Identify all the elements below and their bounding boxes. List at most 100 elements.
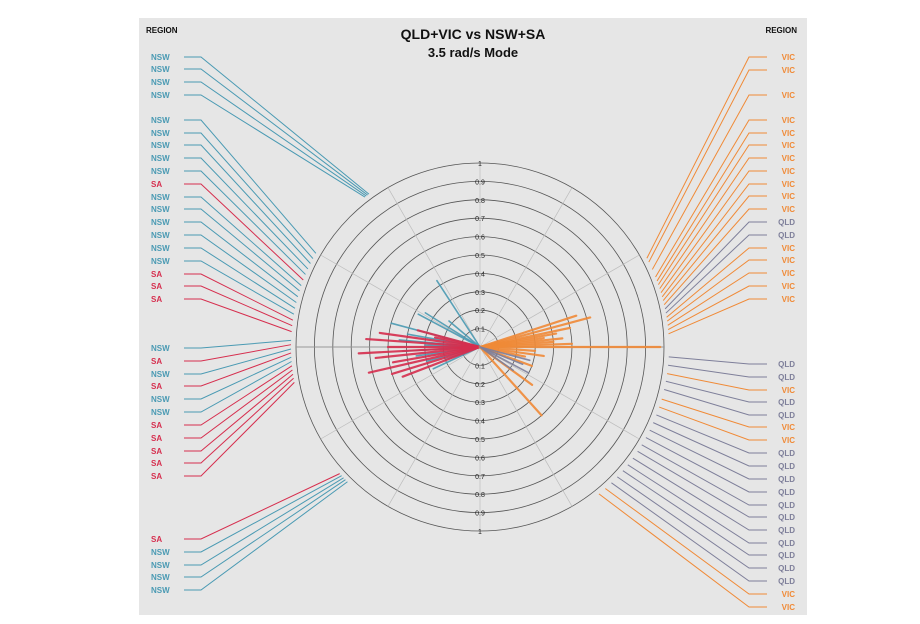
spoke-nsw <box>448 320 481 348</box>
leader-line-right <box>667 285 767 331</box>
right-region-header: REGION <box>765 26 797 35</box>
leader-line-right <box>665 234 767 314</box>
right-label-vic: VIC <box>782 436 796 445</box>
right-label-vic: VIC <box>782 423 796 432</box>
left-label-sa: SA <box>151 282 162 291</box>
leader-line-left <box>184 183 304 281</box>
left-label-nsw: NSW <box>151 167 170 176</box>
left-label-nsw: NSW <box>151 141 170 150</box>
grid-spoke <box>320 346 481 440</box>
ring-label-lower: 0.1 <box>475 363 485 370</box>
right-label-vic: VIC <box>782 603 796 612</box>
leader-line-left <box>184 361 292 413</box>
ring-label-lower: 0.8 <box>475 492 485 499</box>
leader-line-right <box>617 476 767 569</box>
left-label-nsw: NSW <box>151 244 170 253</box>
leader-line-left <box>184 481 348 591</box>
right-label-qld: QLD <box>778 501 795 510</box>
leader-line-left <box>184 473 340 540</box>
right-label-qld: QLD <box>778 475 795 484</box>
left-label-nsw: NSW <box>151 548 170 557</box>
leader-line-left <box>184 475 342 553</box>
left-label-sa: SA <box>151 472 162 481</box>
left-label-sa: SA <box>151 535 162 544</box>
leader-line-left <box>184 260 295 315</box>
ring-label-lower: 0.5 <box>475 437 485 444</box>
right-label-qld: QLD <box>778 218 795 227</box>
ring-label-lower: 0.7 <box>475 474 485 481</box>
ring-label-upper: 0.1 <box>475 327 485 334</box>
left-region-header: REGION <box>146 26 178 35</box>
leader-line-left <box>184 298 292 333</box>
left-label-sa: SA <box>151 421 162 430</box>
leader-line-right <box>667 272 767 326</box>
leader-line-left <box>184 479 346 578</box>
right-label-vic: VIC <box>782 154 796 163</box>
leader-line-right <box>664 221 767 310</box>
grid-spoke <box>387 187 481 348</box>
right-label-vic: VIC <box>782 53 796 62</box>
grid-spoke <box>479 346 640 440</box>
right-label-vic: VIC <box>782 192 796 201</box>
right-label-vic: VIC <box>782 180 796 189</box>
leader-line-right <box>598 493 767 608</box>
leader-line-right <box>665 380 767 403</box>
leader-line-left <box>184 352 292 387</box>
right-label-vic: VIC <box>782 129 796 138</box>
chart-subtitle: 3.5 rad/s Mode <box>427 45 519 60</box>
ring-label-upper: 0.9 <box>475 179 485 186</box>
leader-line-right <box>646 56 767 259</box>
leader-line-right <box>648 69 767 263</box>
leader-line-right <box>659 157 767 289</box>
ring-label-lower: 0.9 <box>475 511 485 518</box>
leader-line-right <box>656 414 767 454</box>
leader-line-left <box>184 68 368 196</box>
leader-line-right <box>637 450 767 518</box>
right-label-vic: VIC <box>782 590 796 599</box>
leader-line-right <box>663 208 767 306</box>
right-labels: VIC VIC VIC VIC VIC VIC VIC VIC VIC VIC VIC QLD QLD V… <box>778 53 795 612</box>
leader-line-left <box>184 285 293 327</box>
left-label-sa: SA <box>151 434 162 443</box>
right-label-vic: VIC <box>782 295 796 304</box>
leader-line-left <box>184 365 293 426</box>
leader-line-right <box>666 247 767 318</box>
leader-line-right <box>659 406 767 441</box>
left-label-sa: SA <box>151 382 162 391</box>
leader-line-right <box>632 457 767 531</box>
left-label-nsw: NSW <box>151 65 170 74</box>
leader-line-right <box>661 398 767 428</box>
leader-line-right <box>645 437 767 493</box>
left-label-sa: SA <box>151 270 162 279</box>
ring-label-upper: 1 <box>478 161 482 168</box>
leader-line-left <box>184 356 292 400</box>
left-label-sa: SA <box>151 180 162 189</box>
leader-line-right <box>627 464 767 544</box>
right-label-qld: QLD <box>778 488 795 497</box>
spoke-sa <box>374 345 482 360</box>
left-label-nsw: NSW <box>151 218 170 227</box>
leader-line-left <box>184 170 306 275</box>
right-label-qld: QLD <box>778 231 795 240</box>
leader-line-right <box>653 422 767 467</box>
left-label-sa: SA <box>151 447 162 456</box>
right-label-vic: VIC <box>782 282 796 291</box>
leader-line-left <box>184 373 294 452</box>
ring-label-upper: 0.7 <box>475 216 485 223</box>
grid-spoke <box>387 346 481 507</box>
spoke-sa <box>433 336 482 349</box>
leader-line-left <box>184 382 295 477</box>
ring-label-upper: 0.6 <box>475 235 485 242</box>
right-label-qld: QLD <box>778 373 795 382</box>
leader-line-right <box>668 364 767 378</box>
leader-line-right <box>605 488 767 595</box>
right-label-vic: VIC <box>782 167 796 176</box>
ring-label-lower: 1 <box>478 529 482 536</box>
leader-line-left <box>184 247 296 309</box>
left-label-nsw: NSW <box>151 53 170 62</box>
leader-line-right <box>662 195 767 301</box>
leader-line-left <box>184 94 366 198</box>
right-label-vic: VIC <box>782 256 796 265</box>
right-label-qld: QLD <box>778 526 795 535</box>
spoke-qld <box>479 346 531 362</box>
